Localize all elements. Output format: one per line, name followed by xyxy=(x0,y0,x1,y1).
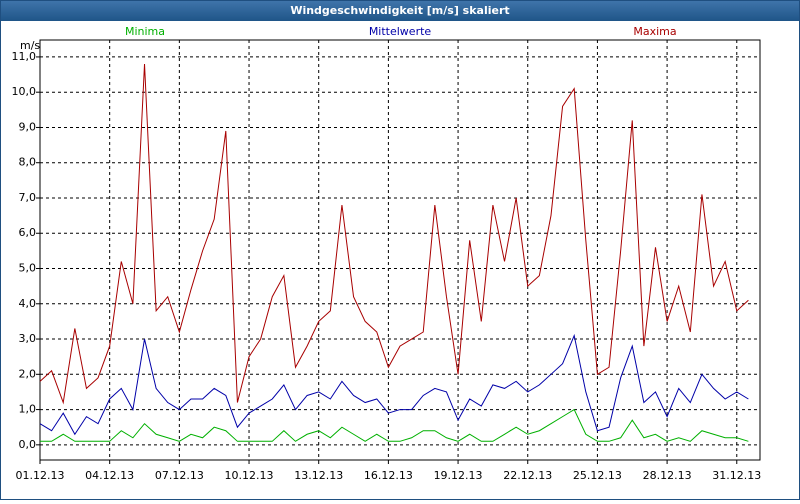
x-tick-label: 19.12.13 xyxy=(434,469,483,482)
y-tick-label: 0,0 xyxy=(19,438,37,451)
title-bar xyxy=(1,1,799,21)
series-line xyxy=(39,333,749,436)
legend-label: Minima xyxy=(125,25,165,38)
y-tick-label: 1,0 xyxy=(19,403,37,416)
x-tick-label: 16.12.13 xyxy=(364,469,413,482)
legend-label: Maxima xyxy=(633,25,676,38)
legend-label: Mittelwerte xyxy=(369,25,432,38)
chart-title: Windgeschwindigkeit [m/s] skaliert xyxy=(290,4,509,17)
y-tick-label: 11,0 xyxy=(12,50,37,63)
x-tick-label: 25.12.13 xyxy=(573,469,622,482)
x-tick-label: 01.12.13 xyxy=(16,469,65,482)
series-line xyxy=(40,408,749,442)
plot-frame xyxy=(39,39,761,461)
y-tick-label: 10,0 xyxy=(12,85,37,98)
y-tick-label: 6,0 xyxy=(19,226,37,239)
x-tick-label: 28.12.13 xyxy=(643,469,692,482)
y-tick-label: 2,0 xyxy=(19,367,37,380)
series-line xyxy=(39,63,749,405)
y-tick-label: 7,0 xyxy=(19,191,37,204)
y-tick-label: 8,0 xyxy=(19,156,37,169)
y-tick-label: 4,0 xyxy=(19,297,37,310)
x-tick-label: 31.12.13 xyxy=(712,469,761,482)
x-tick-label: 04.12.13 xyxy=(85,469,134,482)
y-tick-label: 5,0 xyxy=(19,262,37,275)
x-tick-label: 13.12.13 xyxy=(294,469,343,482)
x-tick-label: 07.12.13 xyxy=(155,469,204,482)
y-tick-label: 3,0 xyxy=(19,332,37,345)
x-tick-label: 22.12.13 xyxy=(503,469,552,482)
y-tick-label: 9,0 xyxy=(19,120,37,133)
y-axis-unit: m/s xyxy=(20,39,40,52)
x-tick-label: 10.12.13 xyxy=(225,469,274,482)
